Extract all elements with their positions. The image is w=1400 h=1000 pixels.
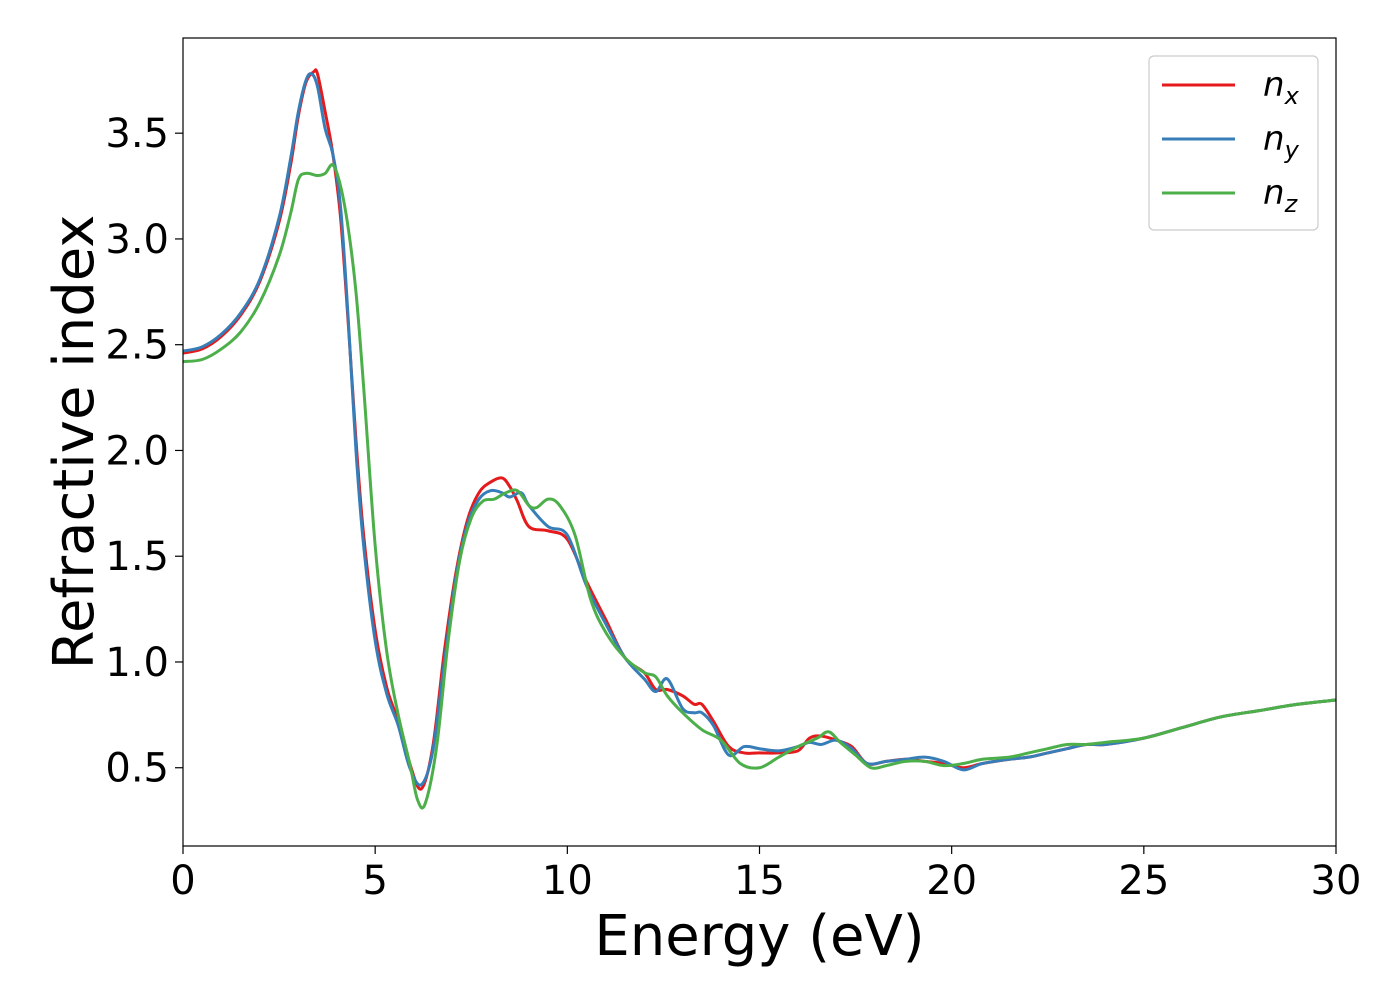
y-axis-label: Refractive index <box>42 215 107 670</box>
x-tick-label: 20 <box>926 858 977 904</box>
y-tick-label: 0.5 <box>105 746 169 792</box>
y-tick-label: 3.5 <box>105 111 169 157</box>
series-line-z <box>183 163 1336 810</box>
plot-area <box>183 68 1336 810</box>
x-tick-label: 10 <box>542 858 593 904</box>
y-tick-label: 1.0 <box>105 640 169 686</box>
series-line-y <box>183 72 1336 787</box>
x-tick-label: 25 <box>1118 858 1169 904</box>
legend-label-z: nz <box>1263 173 1299 218</box>
y-tick-label: 2.0 <box>105 428 169 474</box>
legend: nx ny nz <box>1148 55 1319 231</box>
x-tick-label: 15 <box>734 858 785 904</box>
x-tick-label: 30 <box>1311 858 1362 904</box>
x-tick-label: 0 <box>170 858 195 904</box>
legend-box <box>1148 55 1319 231</box>
legend-label-y: ny <box>1263 119 1300 164</box>
x-axis: 0 5 10 15 20 25 30 <box>170 846 1361 904</box>
y-tick-label: 2.5 <box>105 323 169 369</box>
legend-label-x: nx <box>1263 65 1300 110</box>
x-tick-label: 5 <box>362 858 387 904</box>
y-tick-label: 3.0 <box>105 217 169 263</box>
y-tick-label: 1.5 <box>105 534 169 580</box>
x-axis-label: Energy (eV) <box>594 904 924 969</box>
y-axis: 0.5 1.0 1.5 2.0 2.5 3.0 3.5 <box>105 111 183 792</box>
